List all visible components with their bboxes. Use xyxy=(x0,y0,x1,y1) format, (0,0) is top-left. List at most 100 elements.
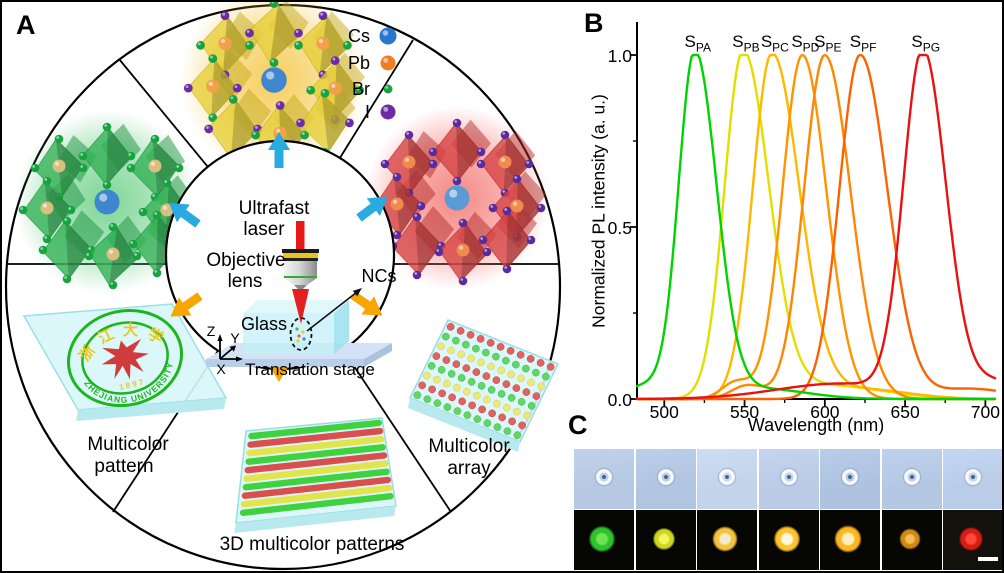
octahedron-back xyxy=(414,206,455,255)
bright-field-image-3 xyxy=(697,449,757,509)
polygon xyxy=(211,58,238,118)
array-dot xyxy=(506,347,515,355)
multicolor-array-label-line2: array xyxy=(447,458,491,479)
atom-highlight xyxy=(254,126,258,129)
panel-a-letter: A xyxy=(16,10,36,40)
atom-highlight xyxy=(210,55,213,59)
atom-sphere xyxy=(228,94,238,104)
array-dot xyxy=(492,376,501,384)
atom-sphere xyxy=(52,159,66,173)
peak-label-prefix: S xyxy=(684,32,696,51)
y-tick-label-1.0: 1.0 xyxy=(607,46,632,66)
atom-sphere xyxy=(412,270,422,280)
pl-emission-dot xyxy=(589,525,616,552)
pl-image-5 xyxy=(820,510,880,570)
atom-sphere xyxy=(126,163,136,173)
array-dot xyxy=(487,386,496,394)
array-dot xyxy=(452,360,461,368)
multicolor-array-illustration xyxy=(408,319,560,452)
atom-highlight xyxy=(500,157,506,162)
atom-highlight xyxy=(110,224,114,227)
atom-sphere xyxy=(502,264,512,274)
bright-field-image-1 xyxy=(574,449,634,509)
atom-highlight xyxy=(331,83,336,89)
atom-highlight xyxy=(210,114,213,118)
atom-highlight xyxy=(346,119,350,123)
octahedron-back xyxy=(230,88,272,138)
atom-highlight xyxy=(502,190,506,193)
panel-a-scheme: Cs Pb Br I 浙 江 大 学 1 8 9 7 ZHEJIANG UNIVERS… xyxy=(4,2,562,571)
panel-c-letter: C xyxy=(568,410,588,440)
atom-sphere xyxy=(526,235,536,245)
array-dot xyxy=(432,352,441,360)
atom-highlight xyxy=(478,149,482,152)
atom-highlight xyxy=(454,178,458,181)
atom-sphere xyxy=(66,205,76,215)
peak-label-PG: SPG xyxy=(911,32,940,54)
atom-highlight xyxy=(418,203,422,206)
atom-highlight xyxy=(344,42,348,46)
array-dot xyxy=(476,335,485,343)
atom-highlight xyxy=(220,38,226,44)
array-dot xyxy=(468,401,476,410)
polygon xyxy=(152,139,179,197)
octahedron-back xyxy=(64,210,105,259)
legend-label-Cs: Cs xyxy=(348,26,370,46)
pl-emission-dot xyxy=(652,527,675,550)
array-dot xyxy=(477,382,486,390)
glass-slab-edge xyxy=(76,398,226,421)
atom-highlight xyxy=(40,247,44,250)
atom-highlight xyxy=(528,237,532,240)
polygon xyxy=(415,217,441,275)
atom-highlight xyxy=(99,193,108,202)
atom-sphere xyxy=(38,245,48,255)
laser-focus-cone xyxy=(292,289,309,324)
atom-sphere xyxy=(306,85,316,95)
atom-highlight xyxy=(514,176,518,179)
logo-outer-ring xyxy=(66,308,184,408)
scale-bar xyxy=(978,557,998,561)
atom-sphere xyxy=(208,54,218,63)
array-dot xyxy=(478,405,486,414)
pl-image-4 xyxy=(758,510,819,570)
atom-highlight xyxy=(134,253,138,256)
perovskite-crystals xyxy=(15,2,549,294)
array-dot xyxy=(423,371,431,380)
array-dot xyxy=(512,384,521,392)
stripe-rod xyxy=(247,427,384,448)
glass-slab-edge xyxy=(234,506,396,533)
atom-sphere xyxy=(218,36,232,50)
element-legend: Cs Pb Br I xyxy=(348,26,397,122)
pl-spectrum-PD xyxy=(635,53,997,401)
bright-field-image-4 xyxy=(758,449,819,509)
atom-highlight xyxy=(64,218,68,221)
y-tick-label-0.5: 0.5 xyxy=(607,218,632,238)
array-dot xyxy=(473,391,481,400)
peak-label-subscript: PC xyxy=(772,40,789,55)
array-dot xyxy=(483,395,491,404)
atom-sphere xyxy=(428,147,438,157)
polygon xyxy=(56,139,83,197)
atom-sphere xyxy=(502,206,512,216)
atom-highlight xyxy=(460,278,464,281)
array-dot xyxy=(482,348,490,357)
ncs-label: NCs xyxy=(362,266,397,286)
atom-highlight xyxy=(152,194,156,197)
3d-multicolor-patterns-label: 3D multicolor patterns xyxy=(220,534,405,555)
laser-spot-ring-icon xyxy=(594,467,614,488)
atom-highlight xyxy=(526,161,530,164)
atom-highlight xyxy=(42,203,48,208)
pl-image-1 xyxy=(574,510,634,570)
peak-label-subscript: PE xyxy=(825,40,842,55)
bright-field-image-2 xyxy=(635,449,696,509)
atom-highlight xyxy=(356,87,360,91)
pl-spectrum-PF xyxy=(635,53,997,401)
array-dot xyxy=(462,364,471,372)
atom-highlight xyxy=(154,270,158,273)
array-dot xyxy=(496,343,505,351)
atom-highlight xyxy=(86,253,90,256)
atom-sphere xyxy=(152,268,162,278)
y-axis-title: Normalized PL intensity (a. u.) xyxy=(588,94,609,328)
atom-sphere xyxy=(390,197,404,211)
peak-label-prefix: S xyxy=(791,32,803,51)
